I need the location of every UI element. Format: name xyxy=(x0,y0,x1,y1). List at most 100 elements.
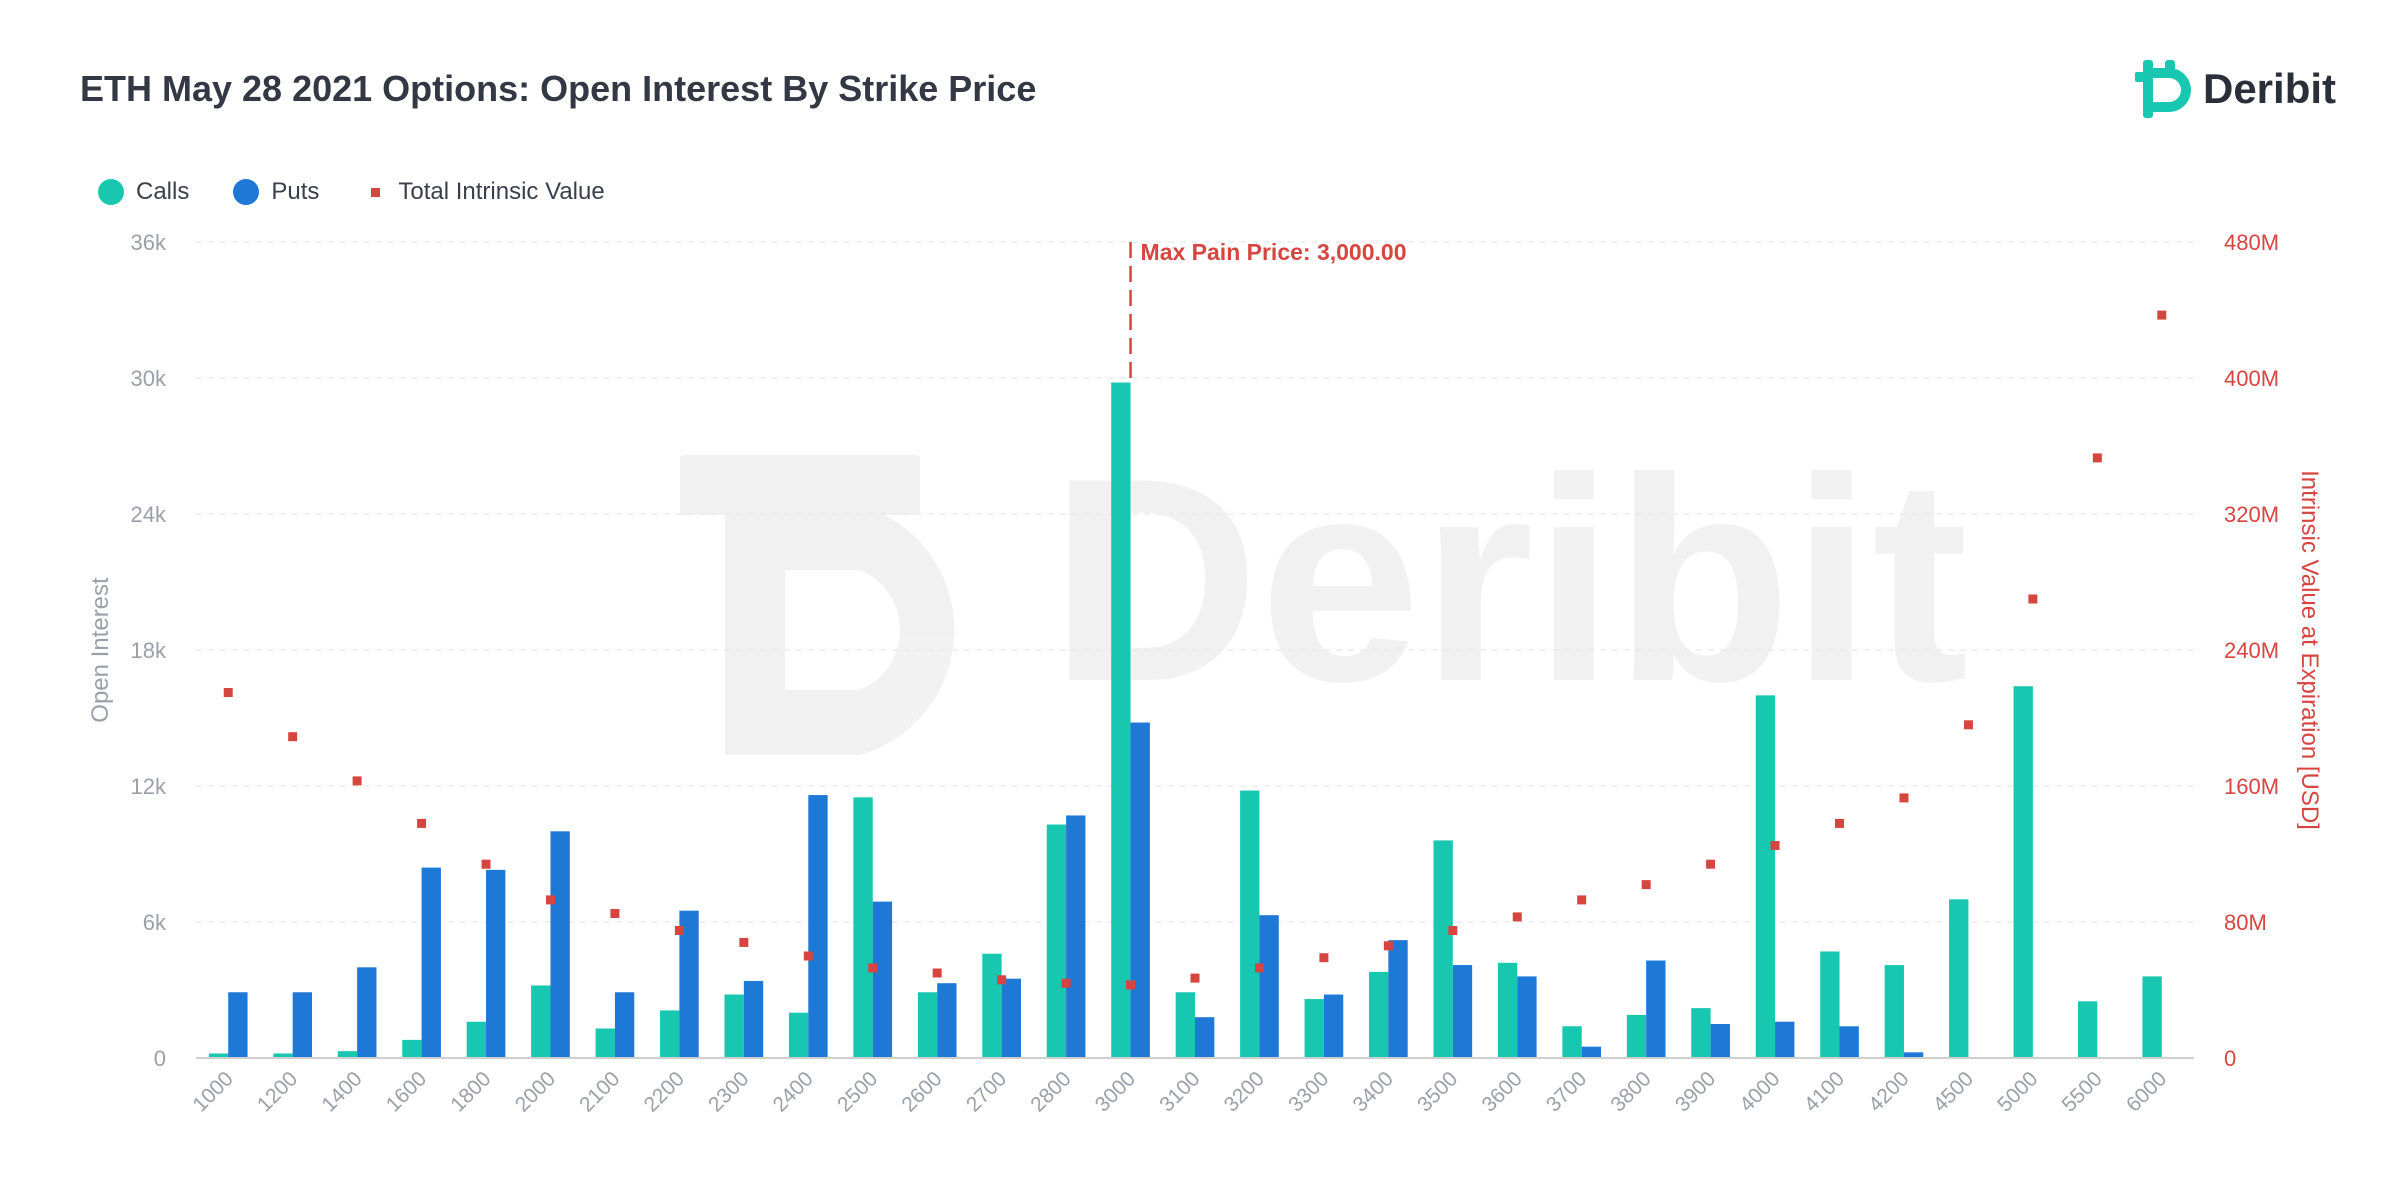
bar-calls-4500[interactable] xyxy=(1949,899,1969,1058)
legend-swatch-puts xyxy=(233,179,260,205)
bar-puts-4200[interactable] xyxy=(1903,1052,1924,1058)
point-intrinsic-1000[interactable] xyxy=(223,688,233,697)
bar-calls-1200[interactable] xyxy=(273,1053,293,1058)
bar-puts-2300[interactable] xyxy=(743,980,764,1058)
bar-puts-2600[interactable] xyxy=(937,983,957,1058)
bar-puts-4100[interactable] xyxy=(1839,1026,1859,1058)
bar-puts-4000[interactable] xyxy=(1775,1021,1795,1058)
point-intrinsic-5500[interactable] xyxy=(2092,453,2102,463)
bar-calls-1600[interactable] xyxy=(402,1039,422,1058)
legend-swatch-intrinsic xyxy=(371,187,381,197)
bar-calls-3800[interactable] xyxy=(1626,1014,1647,1058)
bar-calls-3400[interactable] xyxy=(1369,971,1389,1058)
bar-calls-4000[interactable] xyxy=(1755,695,1776,1058)
bar-calls-3300[interactable] xyxy=(1304,999,1324,1058)
point-intrinsic-2500[interactable] xyxy=(868,963,878,973)
bar-puts-3500[interactable] xyxy=(1452,965,1473,1058)
y2-tick-label: 0 xyxy=(2224,1046,2236,1071)
point-intrinsic-3100[interactable] xyxy=(1190,973,1200,983)
bar-calls-2400[interactable] xyxy=(788,1012,809,1058)
bar-puts-3700[interactable] xyxy=(1581,1046,1602,1058)
bar-puts-3000[interactable] xyxy=(1130,722,1150,1058)
bar-puts-2100[interactable] xyxy=(614,992,635,1058)
bar-calls-2000[interactable] xyxy=(531,985,551,1058)
y-tick-label: 36k xyxy=(131,230,167,255)
point-intrinsic-3600[interactable] xyxy=(1512,912,1522,922)
point-intrinsic-3400[interactable] xyxy=(1383,941,1393,951)
right-axis-ticks: 0 80M 160M 240M 320M 400M 480M xyxy=(2224,230,2279,1071)
bar-puts-2400[interactable] xyxy=(808,795,828,1058)
point-intrinsic-2400[interactable] xyxy=(803,951,813,961)
bar-puts-1800[interactable] xyxy=(486,869,506,1058)
bar-calls-1800[interactable] xyxy=(466,1021,487,1058)
bar-puts-3100[interactable] xyxy=(1195,1017,1215,1058)
point-intrinsic-2800[interactable] xyxy=(1061,978,1071,988)
point-intrinsic-3700[interactable] xyxy=(1577,895,1587,905)
point-intrinsic-3000[interactable] xyxy=(1126,980,1136,990)
bar-calls-3000[interactable] xyxy=(1111,382,1131,1058)
point-intrinsic-4200[interactable] xyxy=(1899,793,1909,803)
bar-calls-3100[interactable] xyxy=(1175,992,1195,1058)
point-intrinsic-1600[interactable] xyxy=(417,818,427,828)
point-intrinsic-2100[interactable] xyxy=(610,909,620,918)
point-intrinsic-2700[interactable] xyxy=(997,975,1007,985)
point-intrinsic-3800[interactable] xyxy=(1641,880,1651,890)
bar-puts-2000[interactable] xyxy=(550,831,570,1058)
bar-puts-1200[interactable] xyxy=(292,992,313,1058)
bar-calls-4200[interactable] xyxy=(1884,965,1904,1058)
bar-calls-2700[interactable] xyxy=(982,953,1002,1058)
point-intrinsic-3200[interactable] xyxy=(1254,963,1264,973)
bar-calls-5000[interactable] xyxy=(2013,686,2033,1058)
point-intrinsic-1800[interactable] xyxy=(481,859,491,869)
point-intrinsic-2000[interactable] xyxy=(545,895,555,905)
point-intrinsic-4500[interactable] xyxy=(1963,720,1973,730)
point-intrinsic-6000[interactable] xyxy=(2157,310,2167,320)
bar-calls-3200[interactable] xyxy=(1240,790,1260,1058)
legend-item-intrinsic[interactable]: Total Intrinsic Value xyxy=(363,178,605,206)
bar-calls-3700[interactable] xyxy=(1562,1026,1582,1058)
bar-puts-1000[interactable] xyxy=(228,992,248,1058)
bar-puts-2800[interactable] xyxy=(1066,815,1086,1058)
bar-puts-3800[interactable] xyxy=(1646,960,1666,1058)
bar-puts-1400[interactable] xyxy=(357,967,377,1058)
bar-calls-2600[interactable] xyxy=(917,992,938,1058)
bar-calls-2800[interactable] xyxy=(1046,824,1067,1058)
legend-item-calls[interactable]: Calls xyxy=(98,178,189,206)
point-intrinsic-3500[interactable] xyxy=(1448,926,1458,935)
point-intrinsic-5000[interactable] xyxy=(2028,594,2038,604)
bar-puts-2700[interactable] xyxy=(1001,978,1021,1058)
bar-calls-2100[interactable] xyxy=(595,1028,615,1058)
bar-puts-3200[interactable] xyxy=(1259,915,1279,1058)
point-intrinsic-3300[interactable] xyxy=(1319,953,1329,963)
bar-calls-1000[interactable] xyxy=(208,1053,229,1058)
point-intrinsic-1200[interactable] xyxy=(288,732,298,742)
bar-puts-2500[interactable] xyxy=(872,901,893,1058)
x-tick-label: 6000 xyxy=(2122,1067,2171,1116)
point-intrinsic-2200[interactable] xyxy=(674,926,684,935)
bar-calls-3600[interactable] xyxy=(1497,962,1518,1058)
bar-calls-2200[interactable] xyxy=(660,1010,680,1058)
point-intrinsic-3900[interactable] xyxy=(1706,859,1716,869)
bar-puts-1600[interactable] xyxy=(421,867,441,1058)
bar-puts-3900[interactable] xyxy=(1710,1024,1730,1058)
bar-puts-3300[interactable] xyxy=(1323,994,1344,1058)
point-intrinsic-1400[interactable] xyxy=(352,776,362,786)
bar-calls-3500[interactable] xyxy=(1433,840,1453,1058)
bar-calls-1400[interactable] xyxy=(337,1051,358,1058)
point-intrinsic-2600[interactable] xyxy=(932,968,942,978)
bar-calls-4100[interactable] xyxy=(1820,951,1840,1058)
bar-calls-2300[interactable] xyxy=(724,994,744,1058)
bar-calls-3900[interactable] xyxy=(1691,1008,1711,1058)
point-intrinsic-4100[interactable] xyxy=(1835,818,1845,828)
bar-calls-6000[interactable] xyxy=(2142,976,2162,1058)
x-tick-label: 1200 xyxy=(253,1067,302,1116)
bar-puts-3600[interactable] xyxy=(1517,976,1537,1058)
bar-puts-2200[interactable] xyxy=(679,910,699,1058)
bar-calls-5500[interactable] xyxy=(2077,1001,2098,1058)
legend-item-puts[interactable]: Puts xyxy=(233,178,319,206)
y-axis-label: Open Interest xyxy=(87,577,114,723)
bar-calls-2500[interactable] xyxy=(853,797,873,1058)
bar-puts-3400[interactable] xyxy=(1388,940,1408,1058)
point-intrinsic-2300[interactable] xyxy=(739,937,749,947)
point-intrinsic-4000[interactable] xyxy=(1770,841,1780,850)
